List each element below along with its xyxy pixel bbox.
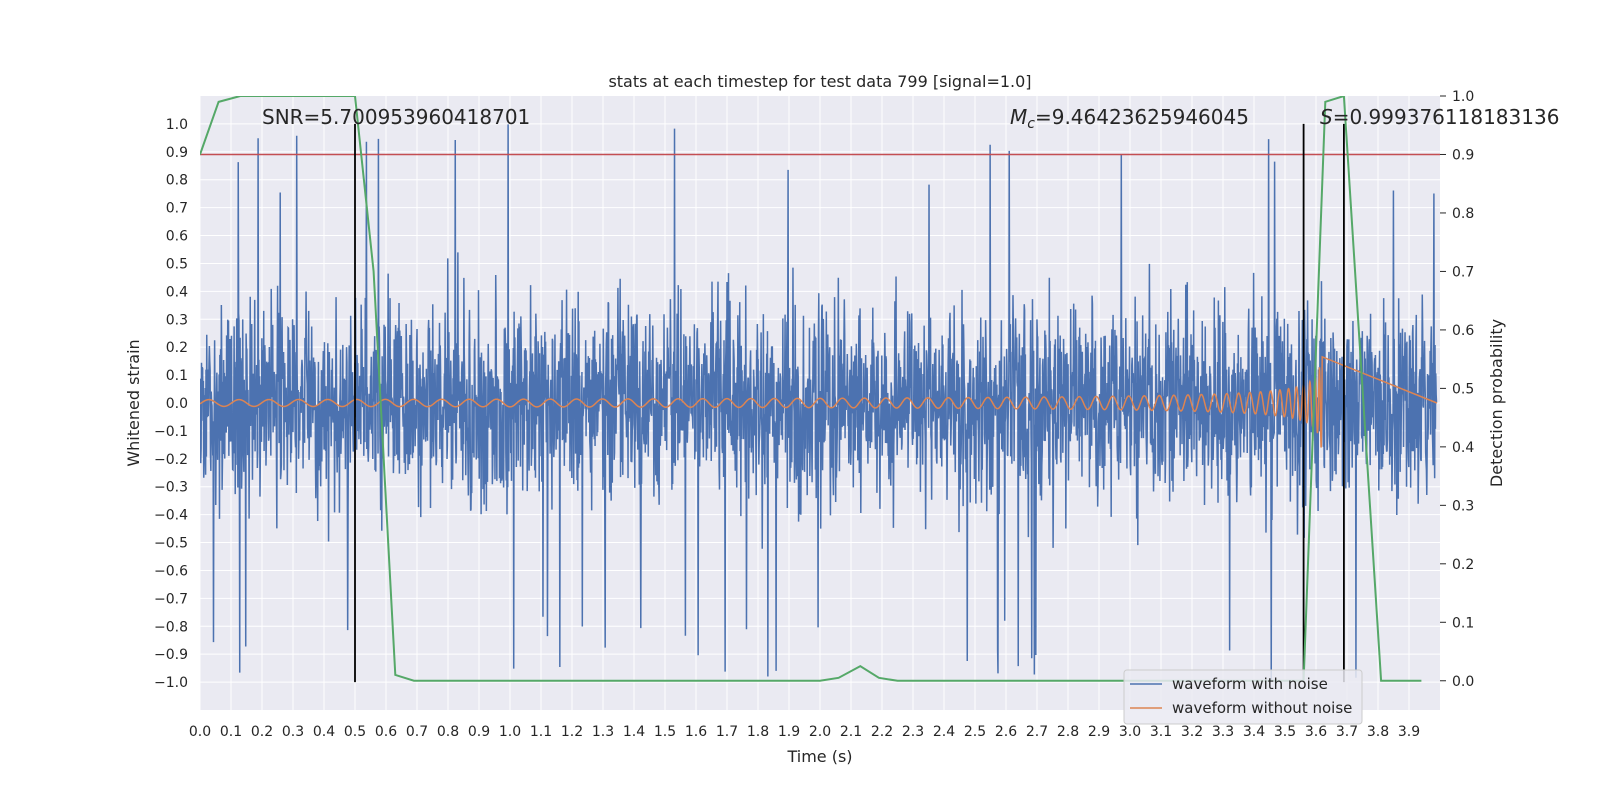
y-tick-label: −0.2 [154,452,188,468]
y2-tick-label: 0.5 [1452,381,1474,397]
x-tick-label: 0.9 [468,724,490,740]
x-tick-label: 0.6 [375,724,397,740]
y-tick-label: 0.3 [166,312,188,328]
x-tick-label: 0.2 [251,724,273,740]
x-tick-label: 0.8 [437,724,459,740]
x-tick-label: 2.7 [1026,724,1048,740]
y2-tick-label: 0.1 [1452,615,1474,631]
y2-tick-label: 0.3 [1452,498,1474,514]
x-tick-label: 2.0 [809,724,831,740]
s-symbol: S [1320,105,1333,129]
x-tick-label: 3.9 [1398,724,1420,740]
x-tick-label: 1.5 [654,724,676,740]
y-tick-label: −0.7 [154,591,188,607]
mc-symbol: M [1010,105,1027,129]
snr-annotation: SNR=5.700953960418701 [262,105,530,129]
y-tick-label: 0.6 [166,229,188,245]
x-tick-label: 0.7 [406,724,428,740]
waveform-without-noise-line [200,355,1438,448]
y-tick-label: 0.1 [166,368,188,384]
y2-tick-label: 0.4 [1452,440,1474,456]
x-tick-label: 3.1 [1150,724,1172,740]
x-tick-label: 1.3 [592,724,614,740]
y-tick-label: −0.4 [154,508,188,524]
x-tick-label: 3.0 [1119,724,1141,740]
y-tick-label: −1.0 [154,675,188,691]
y2-tick-label: 1.0 [1452,89,1474,105]
chart-title: stats at each timestep for test data 799… [608,72,1031,91]
legend-label-clean: waveform without noise [1172,699,1352,717]
x-tick-label: 2.5 [964,724,986,740]
x-tick-label: 3.6 [1305,724,1327,740]
x-tick-label: 0.1 [220,724,242,740]
y-tick-label: 0.2 [166,340,188,356]
x-tick-label: 1.8 [747,724,769,740]
x-tick-label: 0.3 [282,724,304,740]
y2-axis-label: Detection probability [1487,319,1506,487]
vertical-markers [354,123,1345,683]
y-tick-label: −0.5 [154,536,188,552]
y-tick-label: 0.4 [166,284,188,300]
legend: waveform with noise waveform without noi… [1123,669,1363,725]
x-tick-label: 1.4 [623,724,645,740]
x-axis-ticks: 0.0 0.1 0.2 0.3 0.4 0.5 0.6 0.7 0.8 0.9 1.0 1.1 1.2 1… [189,724,1420,740]
y-tick-label: 0.8 [166,173,188,189]
waveform-with-noise-line [200,124,1438,680]
y-tick-label: 0.9 [166,145,188,161]
x-tick-label: 2.1 [840,724,862,740]
x-tick-label: 1.6 [685,724,707,740]
plot-area [200,96,1440,683]
y-tick-label: −0.6 [154,563,188,579]
y2-tick-label: 0.9 [1452,147,1474,163]
x-tick-label: 1.1 [530,724,552,740]
x-tick-label: 3.7 [1336,724,1358,740]
y2-tick-label: 0.2 [1452,557,1474,573]
y-tick-label: −0.8 [154,619,188,635]
x-tick-label: 2.8 [1057,724,1079,740]
x-tick-label: 2.2 [871,724,893,740]
y-tick-label: 0.7 [166,201,188,217]
x-tick-label: 2.6 [995,724,1017,740]
s-annotation: S=0.999376118183136 [1320,105,1559,129]
y-tick-label: 1.0 [166,117,188,133]
mc-annotation: Mc=9.46423625946045 [1010,105,1249,132]
x-tick-label: 3.2 [1181,724,1203,740]
y-tick-label: 0.0 [166,396,188,412]
x-tick-label: 2.9 [1088,724,1110,740]
y2-tick-label: 0.8 [1452,206,1474,222]
y-axis-ticks: 1.0 0.9 0.8 0.7 0.6 0.5 0.4 0.3 0.2 0.1 0.0 −0.1 −0.… [154,117,188,691]
x-axis-label: Time (s) [786,747,852,766]
x-tick-label: 1.7 [716,724,738,740]
y-tick-label: −0.1 [154,424,188,440]
x-tick-label: 1.2 [561,724,583,740]
detection-probability-line [200,96,1422,682]
legend-label-noise: waveform with noise [1172,675,1328,693]
x-tick-label: 0.0 [189,724,211,740]
x-tick-label: 3.3 [1212,724,1234,740]
legend-box [1123,669,1363,725]
x-tick-label: 0.4 [313,724,335,740]
x-tick-label: 2.3 [902,724,924,740]
x-tick-label: 0.5 [344,724,366,740]
y2-axis-ticks: 1.0 0.9 0.8 0.7 0.6 0.5 0.4 0.3 0.2 0.1 0.0 [1440,89,1474,690]
y2-tick-label: 0.7 [1452,264,1474,280]
y-tick-label: −0.9 [154,647,188,663]
x-tick-label: 2.4 [933,724,955,740]
y-tick-label: 0.5 [166,256,188,272]
x-tick-label: 1.0 [499,724,521,740]
y2-tick-label: 0.0 [1452,674,1474,690]
mc-subscript: c [1027,116,1035,132]
x-tick-label: 3.4 [1243,724,1265,740]
mc-value: =9.46423625946045 [1035,105,1249,129]
x-tick-label: 1.9 [778,724,800,740]
x-tick-label: 3.8 [1367,724,1389,740]
y-tick-label: −0.3 [154,480,188,496]
y-axis-label: Whitened strain [124,339,143,466]
y2-tick-label: 0.6 [1452,323,1474,339]
s-value: =0.999376118183136 [1333,105,1560,129]
x-tick-label: 3.5 [1274,724,1296,740]
